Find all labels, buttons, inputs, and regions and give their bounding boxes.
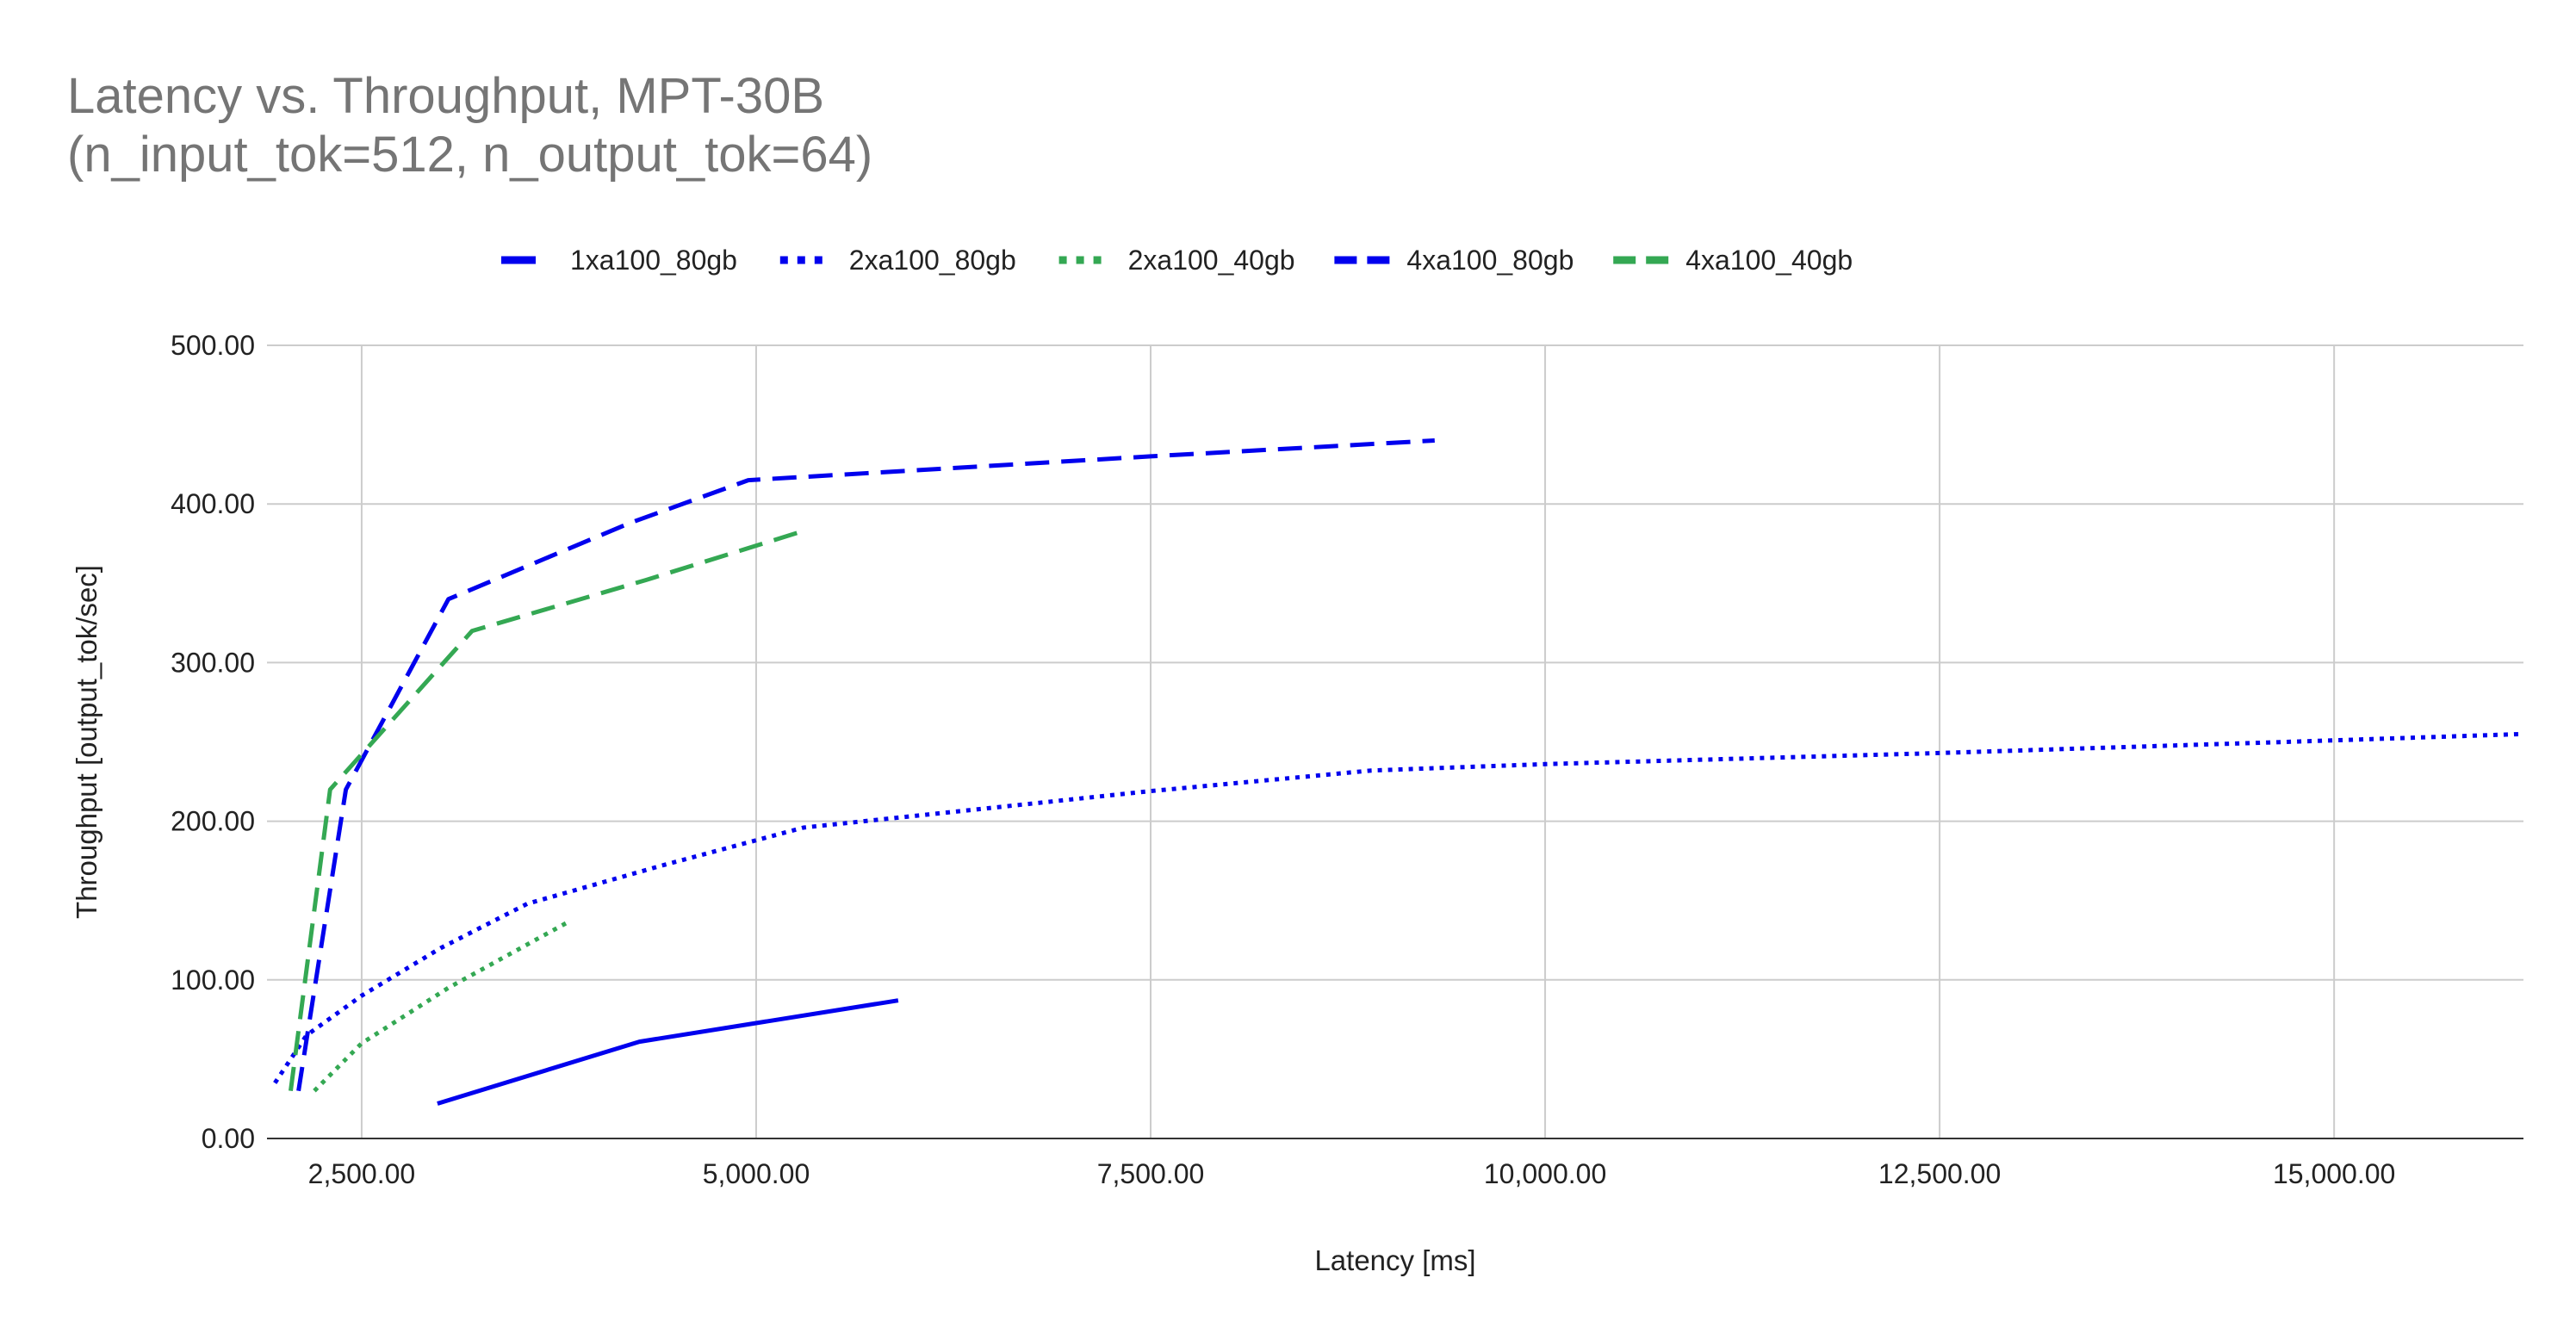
gridlines bbox=[267, 344, 2523, 1138]
y-axis-title: Throughput [output_tok/sec] bbox=[71, 565, 102, 919]
y-tick-label: 500.00 bbox=[171, 330, 255, 361]
chart-title: Latency vs. Throughput, MPT-30B (n_input… bbox=[67, 68, 873, 183]
series-line bbox=[289, 529, 804, 1092]
x-tick-label: 10,000.00 bbox=[1484, 1158, 1606, 1189]
x-tick-label: 12,500.00 bbox=[1878, 1158, 2001, 1189]
legend-item: 4xa100_40gb bbox=[1613, 245, 1853, 276]
series-1xa100_80gb bbox=[437, 998, 899, 1106]
series-4xa100_40gb bbox=[289, 529, 804, 1092]
y-tick-label: 200.00 bbox=[171, 806, 255, 837]
series-line bbox=[273, 731, 2524, 1084]
y-tick-label: 0.00 bbox=[202, 1123, 255, 1154]
legend-label: 1xa100_80gb bbox=[570, 245, 737, 276]
series-2xa100_80gb bbox=[273, 731, 2524, 1084]
series-4xa100_80gb bbox=[296, 438, 1435, 1092]
series-2xa100_40gb bbox=[313, 921, 568, 1093]
x-tick-label: 5,000.00 bbox=[703, 1158, 810, 1189]
x-tick-label: 2,500.00 bbox=[308, 1158, 416, 1189]
legend: 1xa100_80gb 2xa100_80gb 2xa100_40gb 4xa100_… bbox=[501, 245, 1853, 276]
legend-label: 4xa100_80gb bbox=[1406, 245, 1574, 276]
x-tick-label: 15,000.00 bbox=[2273, 1158, 2395, 1189]
legend-label: 2xa100_80gb bbox=[849, 245, 1016, 276]
legend-item: 4xa100_80gb bbox=[1334, 245, 1574, 276]
x-tick-label: 7,500.00 bbox=[1097, 1158, 1205, 1189]
legend-item: 2xa100_40gb bbox=[1058, 245, 1295, 276]
x-axis-ticks: 2,500.00 5,000.00 7,500.00 10,000.00 12,500.… bbox=[308, 1158, 2396, 1189]
y-axis-ticks: 0.00 100.00 200.00 300.00 400.00 500.00 bbox=[171, 330, 255, 1154]
legend-label: 2xa100_40gb bbox=[1128, 245, 1295, 276]
y-tick-label: 100.00 bbox=[171, 965, 255, 996]
legend-item: 2xa100_80gb bbox=[779, 245, 1016, 276]
series-layer bbox=[273, 438, 2524, 1106]
x-axis-title: Latency [ms] bbox=[1314, 1244, 1475, 1276]
series-line bbox=[313, 921, 568, 1093]
series-line bbox=[437, 998, 899, 1106]
legend-label: 4xa100_40gb bbox=[1685, 245, 1853, 276]
y-tick-label: 300.00 bbox=[171, 647, 255, 678]
y-tick-label: 400.00 bbox=[171, 488, 255, 519]
series-line bbox=[296, 438, 1435, 1092]
legend-item: 1xa100_80gb bbox=[501, 245, 737, 276]
